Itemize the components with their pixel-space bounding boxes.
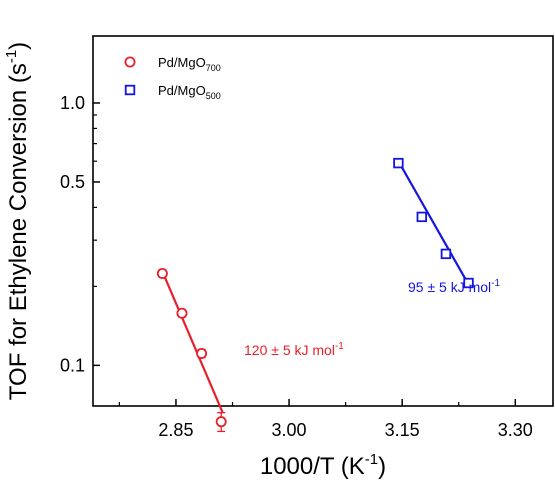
y-axis-title: TOF for Ethylene Conversion (s-1) (3, 42, 32, 400)
legend-label: Pd/MgO500 (158, 83, 221, 101)
annotations: 120 ± 5 kJ mol-1 95 ± 5 kJ mol-1 (244, 278, 501, 358)
legend-label: Pd/MgO700 (158, 55, 221, 73)
legend: Pd/MgO700 Pd/MgO500 (124, 55, 221, 101)
fit-line (161, 271, 224, 414)
y-axis: 0.1 0.5 1.0 (60, 93, 100, 375)
fit-line (397, 160, 471, 287)
data-point (215, 416, 227, 428)
x-tick-label: 2.85 (158, 420, 193, 440)
data-point (416, 211, 427, 223)
fit-lines (161, 160, 471, 414)
data-point (156, 267, 168, 279)
x-tick-label: 3.15 (385, 420, 420, 440)
legend-marker (124, 84, 136, 96)
activation-energy-label: 95 ± 5 kJ mol-1 (408, 278, 501, 295)
x-axis-title: 1000/T (K-1) (260, 451, 386, 480)
x-tick-label: 3.00 (272, 420, 307, 440)
data-point (393, 157, 404, 169)
data-point (463, 277, 474, 289)
data-point (176, 307, 188, 319)
y-tick-label: 0.5 (60, 172, 85, 192)
x-tick-label: 3.30 (498, 420, 533, 440)
y-tick-label: 1.0 (60, 93, 85, 113)
data-points (156, 157, 474, 433)
data-point (440, 248, 452, 260)
plot-frame (92, 35, 554, 407)
data-point (196, 347, 208, 359)
activation-energy-label: 120 ± 5 kJ mol-1 (244, 341, 344, 358)
y-tick-label: 0.1 (60, 355, 85, 375)
legend-marker (124, 56, 136, 68)
x-axis: 2.85 3.00 3.15 3.30 (118, 399, 533, 440)
